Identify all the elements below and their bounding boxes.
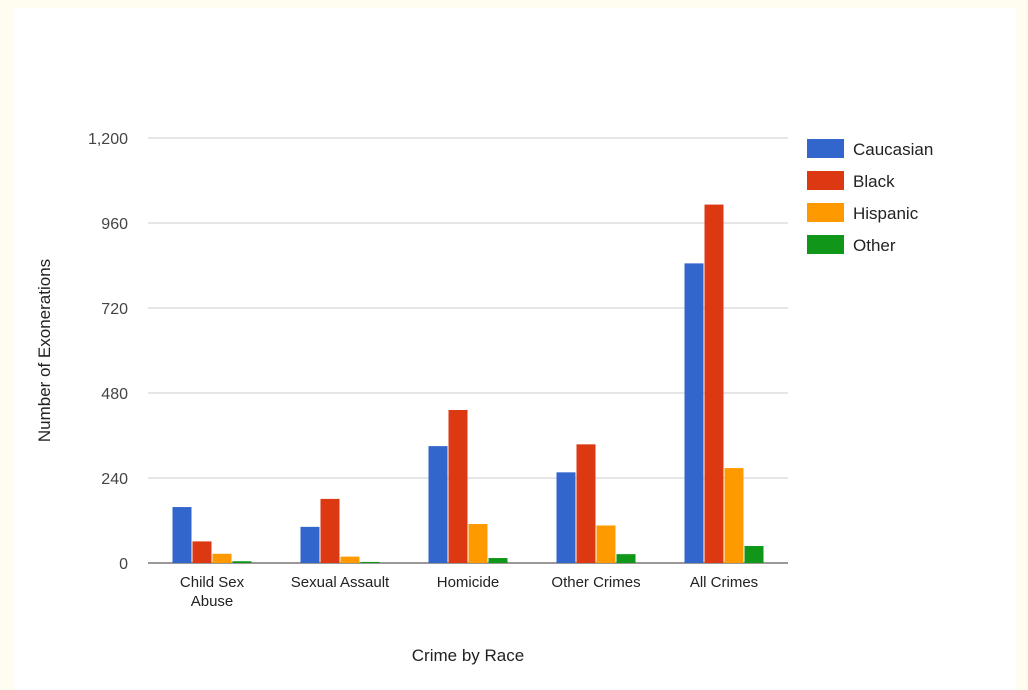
legend-swatch-caucasian xyxy=(807,139,844,158)
legend-swatch-black xyxy=(807,171,844,190)
bar-caucasian xyxy=(556,472,576,563)
chart-panel: 0 240 480 720 960 1,200 Child Sex Abuse Sexual A… xyxy=(14,8,1016,690)
category-label-line: Sexual Assault xyxy=(291,574,390,591)
bar-other xyxy=(616,554,636,563)
x-axis-title: Crime by Race xyxy=(412,646,524,665)
y-tick-label: 720 xyxy=(101,301,128,318)
bar-black xyxy=(320,498,340,563)
bar-other xyxy=(744,546,764,563)
category-label: Sexual Assault xyxy=(291,574,390,591)
category-label: Other Crimes xyxy=(551,574,640,591)
bar-black xyxy=(704,204,724,564)
bar-black xyxy=(576,444,596,563)
legend-label-caucasian: Caucasian xyxy=(853,140,933,159)
legend-swatch-other xyxy=(807,235,844,254)
bar-hispanic xyxy=(212,553,232,563)
bar-caucasian xyxy=(428,446,448,563)
y-tick-label: 1,200 xyxy=(88,131,128,148)
category-label-line: Homicide xyxy=(437,574,500,591)
category-label-line: All Crimes xyxy=(690,574,758,591)
bar-black xyxy=(192,541,212,563)
legend-swatch-hispanic xyxy=(807,203,844,222)
bar-other xyxy=(232,561,252,563)
category-label: Child Sex Abuse xyxy=(180,574,245,610)
y-tick-label: 480 xyxy=(101,386,128,403)
bar-hispanic xyxy=(724,468,744,563)
bar-chart: 0 240 480 720 960 1,200 Child Sex Abuse Sexual A… xyxy=(35,131,933,665)
category-label-line: Abuse xyxy=(191,593,234,610)
bar-caucasian xyxy=(172,507,192,563)
category-label-line: Child Sex xyxy=(180,574,245,591)
bar-hispanic xyxy=(468,524,488,563)
y-tick-label: 960 xyxy=(101,216,128,233)
legend-label-hispanic: Hispanic xyxy=(853,204,919,223)
y-axis-title: Number of Exonerations xyxy=(35,259,54,442)
bar-other xyxy=(360,561,380,563)
legend-label-other: Other xyxy=(853,236,896,255)
legend-label-black: Black xyxy=(853,172,895,191)
bar-other xyxy=(488,558,508,563)
bar-black xyxy=(448,410,468,563)
category-label: Homicide xyxy=(437,574,500,591)
y-tick-label: 240 xyxy=(101,471,128,488)
bar-caucasian xyxy=(300,526,320,563)
y-tick-label: 0 xyxy=(119,556,128,573)
category-label: All Crimes xyxy=(690,574,758,591)
bar-caucasian xyxy=(684,263,704,563)
category-label-line: Other Crimes xyxy=(551,574,640,591)
bar-hispanic xyxy=(340,556,360,563)
bar-hispanic xyxy=(596,525,616,563)
